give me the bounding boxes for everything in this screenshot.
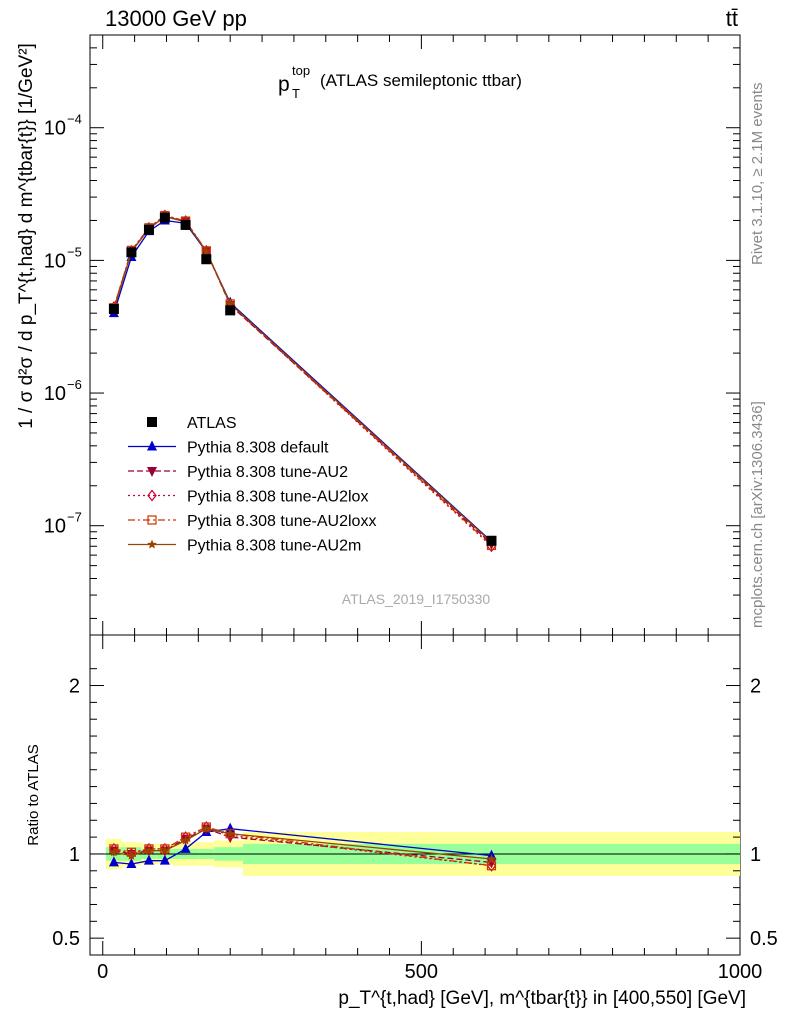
legend-label-4: Pythia 8.308 tune-AU2m bbox=[187, 538, 361, 555]
ratio-point-4 bbox=[486, 854, 497, 863]
ratio-y-tick-label-right: 1 bbox=[750, 844, 761, 866]
ratio-line-3 bbox=[113, 826, 492, 867]
analysis-watermark: ATLAS_2019_I1750330 bbox=[342, 591, 491, 607]
series-point-4 bbox=[201, 246, 212, 256]
ratio-point-3 bbox=[486, 861, 497, 871]
header-left: 13000 GeV pp bbox=[105, 6, 247, 31]
data-point bbox=[108, 304, 119, 315]
legend-label-0: Pythia 8.308 default bbox=[187, 440, 329, 457]
svg-text:(ATLAS semileptonic ttbar): (ATLAS semileptonic ttbar) bbox=[320, 71, 522, 90]
svg-text:top: top bbox=[292, 63, 310, 78]
ratio-point-0 bbox=[143, 854, 154, 865]
svg-text:T: T bbox=[292, 86, 300, 101]
legend-marker-4 bbox=[147, 539, 157, 549]
main-y-axis-label: 1 / σ d²σ / d p_T^{t,had} d m^{tbar{t}} … bbox=[16, 43, 37, 429]
x-tick-label: 500 bbox=[405, 961, 438, 983]
ratio-y-tick-label: 0.5 bbox=[52, 928, 80, 950]
data-point bbox=[159, 212, 170, 223]
ratio-y-tick-label-right: 2 bbox=[750, 676, 761, 698]
y-tick-exponent: −6 bbox=[67, 377, 82, 392]
ratio-y-tick-label: 2 bbox=[69, 676, 80, 698]
y-tick-exponent: −5 bbox=[67, 244, 82, 259]
ratio-point-4 bbox=[109, 847, 119, 857]
legend-label-3: Pythia 8.308 tune-AU2loxx bbox=[187, 513, 376, 530]
ratio-y-tick-label: 1 bbox=[69, 844, 80, 866]
legend-marker-0 bbox=[147, 440, 157, 451]
x-axis-label: p_T^{t,had} [GeV], m^{tbar{t}} in [400,5… bbox=[338, 988, 746, 1009]
ratio-point-3 bbox=[144, 844, 154, 854]
y-tick-exponent: −7 bbox=[67, 510, 82, 525]
legend-label-1: Pythia 8.308 tune-AU2 bbox=[187, 464, 348, 481]
legend-marker-3 bbox=[147, 515, 157, 525]
legend-marker-1 bbox=[147, 467, 157, 477]
ratio-point-0 bbox=[159, 854, 170, 865]
ratio-point-1 bbox=[486, 858, 497, 869]
plot-title: p top T (ATLAS semileptonic ttbar) bbox=[278, 63, 522, 101]
svg-text:p: p bbox=[278, 73, 290, 96]
ratio-point-4 bbox=[201, 823, 212, 833]
ratio-y-tick-label-right: 0.5 bbox=[750, 928, 778, 950]
data-point bbox=[126, 247, 137, 258]
y-tick-label: 10 bbox=[44, 118, 66, 140]
ratio-point-4 bbox=[160, 845, 170, 855]
data-point bbox=[225, 305, 236, 316]
ratio-point-0 bbox=[108, 856, 119, 867]
ratio-point-2 bbox=[160, 842, 170, 855]
legend-label-data: ATLAS bbox=[187, 415, 237, 432]
ratio-point-2 bbox=[486, 859, 497, 872]
data-point bbox=[201, 254, 212, 265]
header-right: tt̄ bbox=[726, 6, 738, 31]
ratio-point-0 bbox=[180, 842, 191, 853]
data-point bbox=[486, 535, 497, 546]
ratio-point-2 bbox=[144, 842, 154, 855]
y-tick-exponent: −4 bbox=[67, 112, 82, 127]
data-point bbox=[180, 219, 191, 230]
ratio-point-3 bbox=[201, 822, 211, 832]
y-tick-label: 10 bbox=[44, 516, 66, 538]
legend-marker-2 bbox=[147, 489, 157, 502]
ratio-point-4 bbox=[144, 845, 154, 855]
ratio-point-4 bbox=[126, 850, 137, 860]
ratio-point-4 bbox=[180, 835, 191, 845]
ratio-point-0 bbox=[126, 858, 137, 869]
mcplots-label: mcplots.cern.ch [arXiv:1306.3436] bbox=[749, 401, 766, 628]
ratio-plot-frame bbox=[89, 634, 741, 956]
ratio-point-4 bbox=[225, 828, 235, 838]
rivet-label: Rivet 3.1.10, ≥ 2.1M events bbox=[749, 83, 766, 266]
x-tick-label: 1000 bbox=[718, 961, 763, 983]
x-tick-label: 0 bbox=[97, 961, 108, 983]
legend-marker-data bbox=[147, 417, 157, 427]
ratio-point-2 bbox=[201, 821, 212, 833]
y-tick-label: 10 bbox=[44, 250, 66, 272]
data-point bbox=[143, 224, 154, 235]
ratio-y-axis-label: Ratio to ATLAS bbox=[25, 744, 42, 845]
y-tick-label: 10 bbox=[44, 383, 66, 405]
series-point-4 bbox=[225, 298, 235, 308]
legend-label-2: Pythia 8.308 tune-AU2lox bbox=[187, 489, 368, 506]
